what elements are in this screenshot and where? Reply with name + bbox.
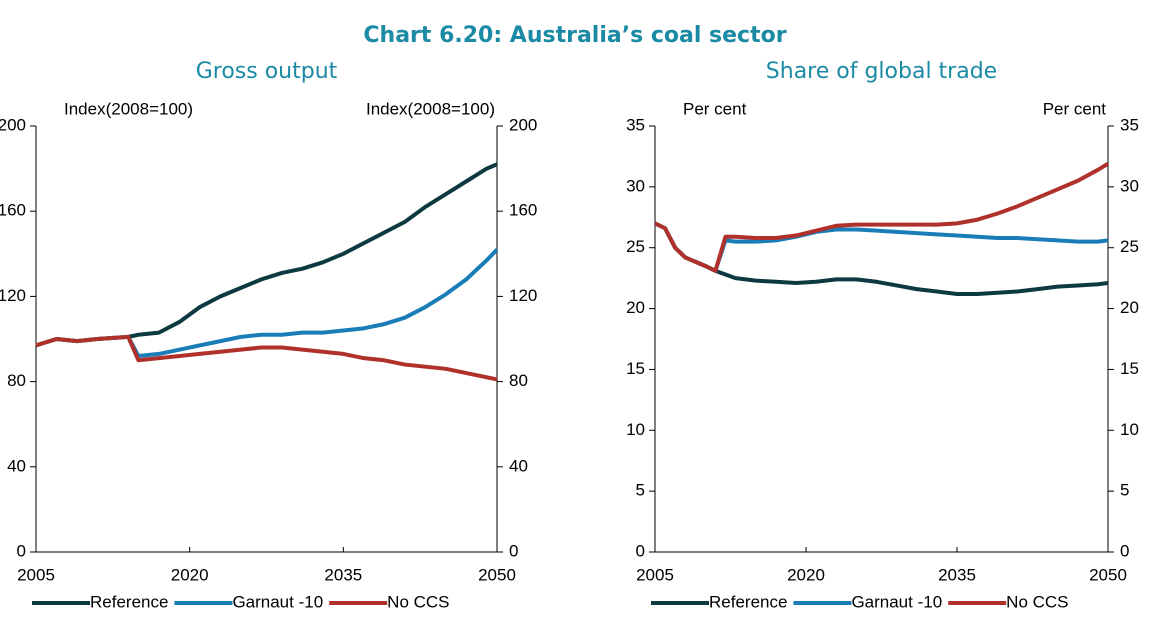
y2-tick-label: 5 (1120, 481, 1129, 500)
y2-tick-label: 0 (509, 541, 518, 560)
chart-title: Chart 6.20: Australia’s coal sector (363, 23, 786, 48)
y2-tick-label: 200 (509, 115, 537, 134)
y-tick-label: 40 (7, 456, 26, 475)
subtitle: Gross output (196, 59, 338, 84)
y-tick-label: 0 (17, 541, 26, 560)
x-tick-label: 2050 (1089, 565, 1127, 584)
y-tick-label: 30 (626, 176, 645, 195)
y2-tick-label: 30 (1120, 176, 1139, 195)
x-tick-label: 2005 (17, 565, 55, 584)
y-tick-label: 10 (626, 420, 645, 439)
subtitle: Share of global trade (766, 59, 997, 84)
line-series (654, 162, 1110, 273)
y-tick-label: 25 (626, 237, 645, 256)
y-tick-label: 80 (7, 371, 26, 390)
legend-label: Reference (709, 592, 787, 611)
y2-tick-label: 40 (509, 456, 528, 475)
line-series (35, 334, 498, 382)
y2-tick-label: 25 (1120, 237, 1139, 256)
x-tick-label: 2035 (324, 565, 362, 584)
x-tick-label: 2050 (478, 565, 516, 584)
y-tick-label: 120 (0, 286, 26, 305)
y-tick-label: 160 (0, 201, 26, 220)
y-tick-label: 15 (626, 359, 645, 378)
y2-tick-label: 160 (509, 201, 537, 220)
y2-tick-label: 120 (509, 286, 537, 305)
y-tick-label: 0 (636, 541, 645, 560)
y2-tick-label: 35 (1120, 115, 1139, 134)
y-tick-label: 20 (626, 298, 645, 317)
y-tick-label: 35 (626, 115, 645, 134)
legend-label: Reference (90, 592, 168, 611)
y2-axis-label: Per cent (1043, 99, 1107, 118)
x-tick-label: 2020 (787, 565, 825, 584)
legend-label: Garnaut -10 (232, 592, 323, 611)
legend-label: Garnaut -10 (851, 592, 942, 611)
legend-label: No CCS (387, 592, 449, 611)
y2-tick-label: 80 (509, 371, 528, 390)
line-series (654, 221, 1109, 296)
x-tick-label: 2005 (636, 565, 674, 584)
y-axis-label: Per cent (683, 99, 747, 118)
y2-tick-label: 10 (1120, 420, 1139, 439)
y2-tick-label: 20 (1120, 298, 1139, 317)
y2-tick-label: 15 (1120, 359, 1139, 378)
x-tick-label: 2020 (171, 565, 209, 584)
y-axis-label: Index(2008=100) (64, 99, 193, 118)
line-series (35, 162, 498, 348)
y2-axis-label: Index(2008=100) (366, 99, 495, 118)
legend-label: No CCS (1006, 592, 1068, 611)
x-tick-label: 2035 (938, 565, 976, 584)
y-tick-label: 200 (0, 115, 26, 134)
y2-tick-label: 0 (1120, 541, 1129, 560)
y-tick-label: 5 (636, 481, 645, 500)
